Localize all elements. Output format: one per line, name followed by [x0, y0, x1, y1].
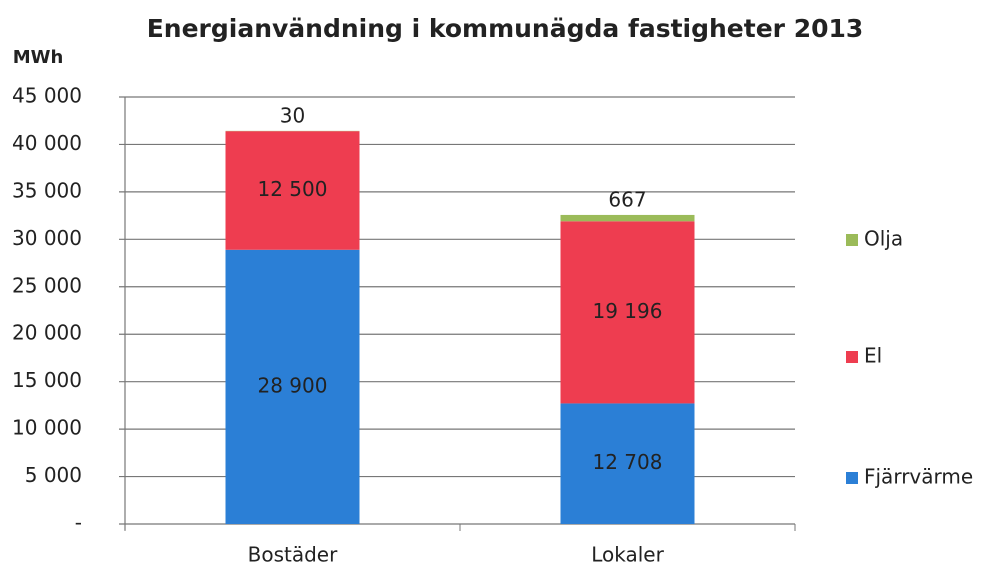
legend-swatch [846, 351, 858, 363]
y-tick-label: 5 000 [25, 463, 82, 487]
legend-label: El [864, 344, 882, 368]
bar-segment [560, 214, 695, 222]
y-tick-label: 30 000 [12, 226, 82, 250]
bar-segment [225, 131, 360, 250]
legend-swatch [846, 234, 858, 246]
y-tick-label: - [75, 511, 82, 535]
chart-title: Energianvändning i kommunägda fastighete… [147, 14, 864, 43]
y-tick-label: 25 000 [12, 273, 82, 297]
value-label: 30 [280, 103, 305, 127]
bar-segment [560, 221, 695, 404]
value-label: 12 500 [258, 177, 328, 201]
value-label: 19 196 [593, 299, 663, 323]
bar-segment [560, 403, 695, 524]
value-label: 28 900 [258, 373, 328, 397]
y-tick-label: 20 000 [12, 321, 82, 345]
value-label: 12 708 [593, 450, 663, 474]
y-tick-label: 35 000 [12, 178, 82, 202]
legend-swatch [846, 472, 858, 484]
y-tick-label: 15 000 [12, 368, 82, 392]
legend-label: Fjärrvärme [864, 465, 973, 489]
y-axis-label: MWh [13, 47, 64, 68]
legend-label: Olja [864, 227, 903, 251]
y-tick-label: 40 000 [12, 131, 82, 155]
value-label: 667 [608, 187, 646, 211]
x-tick-label: Bostäder [248, 543, 338, 567]
y-tick-label: 45 000 [12, 84, 82, 108]
y-tick-label: 10 000 [12, 416, 82, 440]
x-tick-label: Lokaler [591, 543, 664, 567]
bar-segment [225, 249, 360, 524]
